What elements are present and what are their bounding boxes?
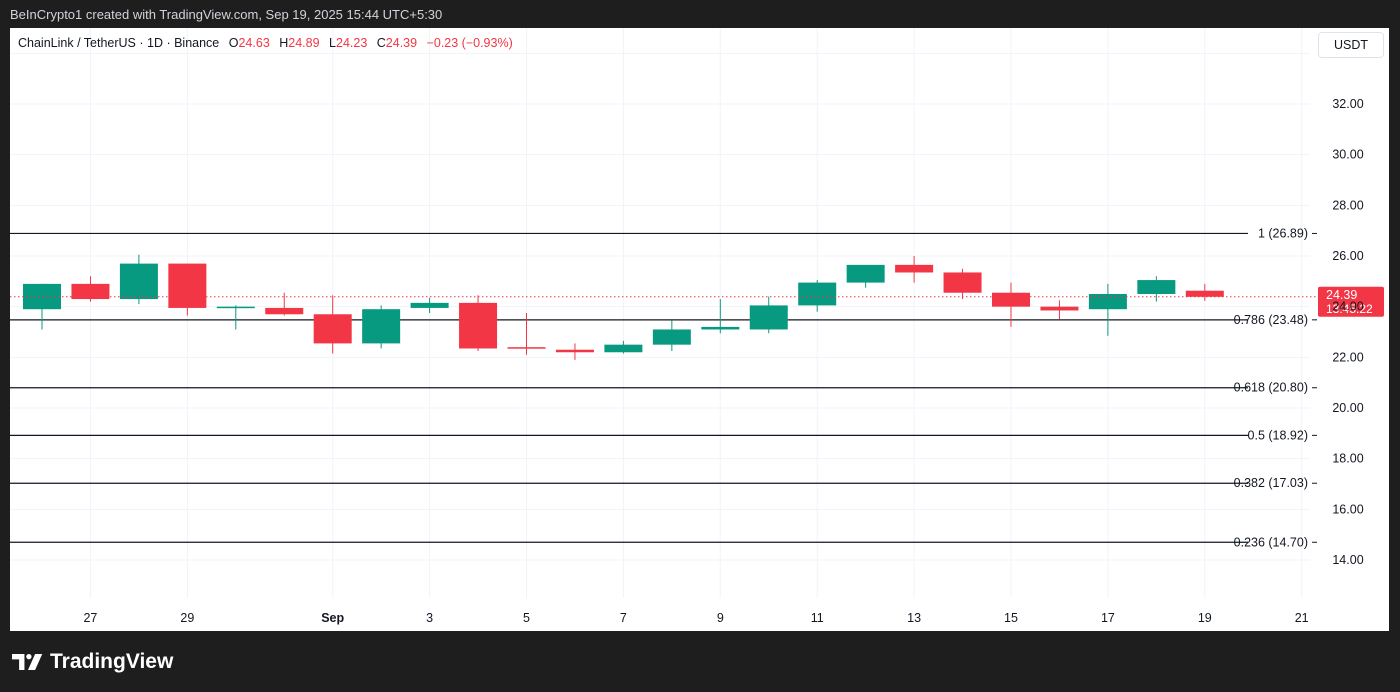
candle-body [1137,280,1176,294]
open-value: 24.63 [238,36,270,50]
price-tick-label: 30.00 [1332,148,1363,162]
fib-level-label: 0.786 (23.48) [1234,313,1308,327]
time-tick-label: 3 [426,611,433,625]
high-label: H [279,36,289,50]
time-tick-label: 5 [523,611,530,625]
last-price-value: 24.39 [1326,288,1357,302]
time-tick-label: 17 [1101,611,1115,625]
price-tick-label: 28.00 [1332,198,1363,212]
candle-body [216,306,255,309]
time-tick-label: 27 [83,611,97,625]
high-value: 24.89 [288,36,320,50]
price-axis[interactable]: 14.00 16.00 18.00 20.00 22.00 24.00 26.00 28.00… [1332,46,1363,567]
time-tick-label: 9 [717,611,724,625]
grid-layer [10,28,1310,598]
candle-body [895,264,934,273]
candle-body [119,263,158,300]
candle-body [604,344,643,353]
currency-selector[interactable]: USDT [1318,32,1384,58]
chart-caption: BeInCrypto1 created with TradingView.com… [10,7,443,22]
fib-levels: 1 (26.89) 0.786 (23.48) 0.618 (20.80) 0.5 (… [10,226,1317,549]
last-price-tag [1318,286,1384,317]
fib-level-label: 0.382 (17.03) [1234,476,1308,490]
candle-body [459,302,498,349]
price-tick-label: 24.00 [1332,300,1363,314]
low-label: L [329,36,336,50]
candle-body [846,264,885,283]
fib-level-label: 0.5 (18.92) [1248,428,1308,442]
price-tick-label: 22.00 [1332,350,1363,364]
candle-body [1185,290,1224,297]
fib-level-label: 1 (26.89) [1258,226,1308,240]
price-tick-label: 18.00 [1332,452,1363,466]
candle-body [798,282,837,306]
tradingview-mark-icon [12,654,43,670]
time-tick-label: 15 [1004,611,1018,625]
symbol-legend: ChainLink / TetherUS · 1D · Binance O24.… [18,36,513,50]
time-tick-label: 19 [1198,611,1212,625]
time-tick-label: 29 [180,611,194,625]
candle-body [313,314,352,344]
time-tick-label: 7 [620,611,627,625]
candle-body [362,309,401,344]
close-label: C [376,36,386,50]
time-tick-label: 11 [811,611,824,625]
candle-body [507,347,546,349]
countdown-timer: 13:45:22 [1326,302,1373,316]
price-tick-label: 20.00 [1332,401,1363,415]
candle-body [71,283,110,300]
candle-body [265,307,304,315]
chart-panel[interactable]: 1 (26.89) 0.786 (23.48) 0.618 (20.80) 0.5 (… [10,28,1389,631]
time-axis[interactable]: 27 29 Sep 3 5 7 9 11 13 15 17 19 21 [83,611,1308,625]
candle-body [555,349,594,353]
price-tick-label: 14.00 [1332,553,1363,567]
fib-level-label: 0.618 (20.80) [1234,381,1308,395]
candle-body [701,326,740,330]
candle-body [749,305,788,330]
symbol-name: ChainLink / TetherUS · 1D · Binance [18,36,220,50]
candle-body [943,272,982,293]
price-tick-label: 16.00 [1332,502,1363,516]
change-value: −0.23 (−0.93%) [426,36,513,50]
candlestick-chart[interactable]: 1 (26.89) 0.786 (23.48) 0.618 (20.80) 0.5 (… [10,28,1389,631]
candle-body [410,302,449,308]
tradingview-logo: TradingView [12,650,173,674]
price-tick-label: 32.00 [1332,97,1363,111]
candles [23,254,1224,360]
price-tick-label: 26.00 [1332,249,1363,263]
candle-body [652,329,691,345]
time-tick-label: 21 [1295,611,1309,625]
brand-name: TradingView [50,650,174,673]
time-tick-label: Sep [321,611,344,625]
candle-body [168,263,207,308]
candle-body [1088,294,1127,310]
open-label: O [228,36,239,50]
candle-body [992,292,1030,307]
low-value: 24.23 [336,36,368,50]
close-value: 24.39 [385,36,418,50]
candle-body [1040,306,1079,311]
time-tick-label: 13 [907,611,921,625]
fib-level-label: 0.236 (14.70) [1234,535,1308,549]
